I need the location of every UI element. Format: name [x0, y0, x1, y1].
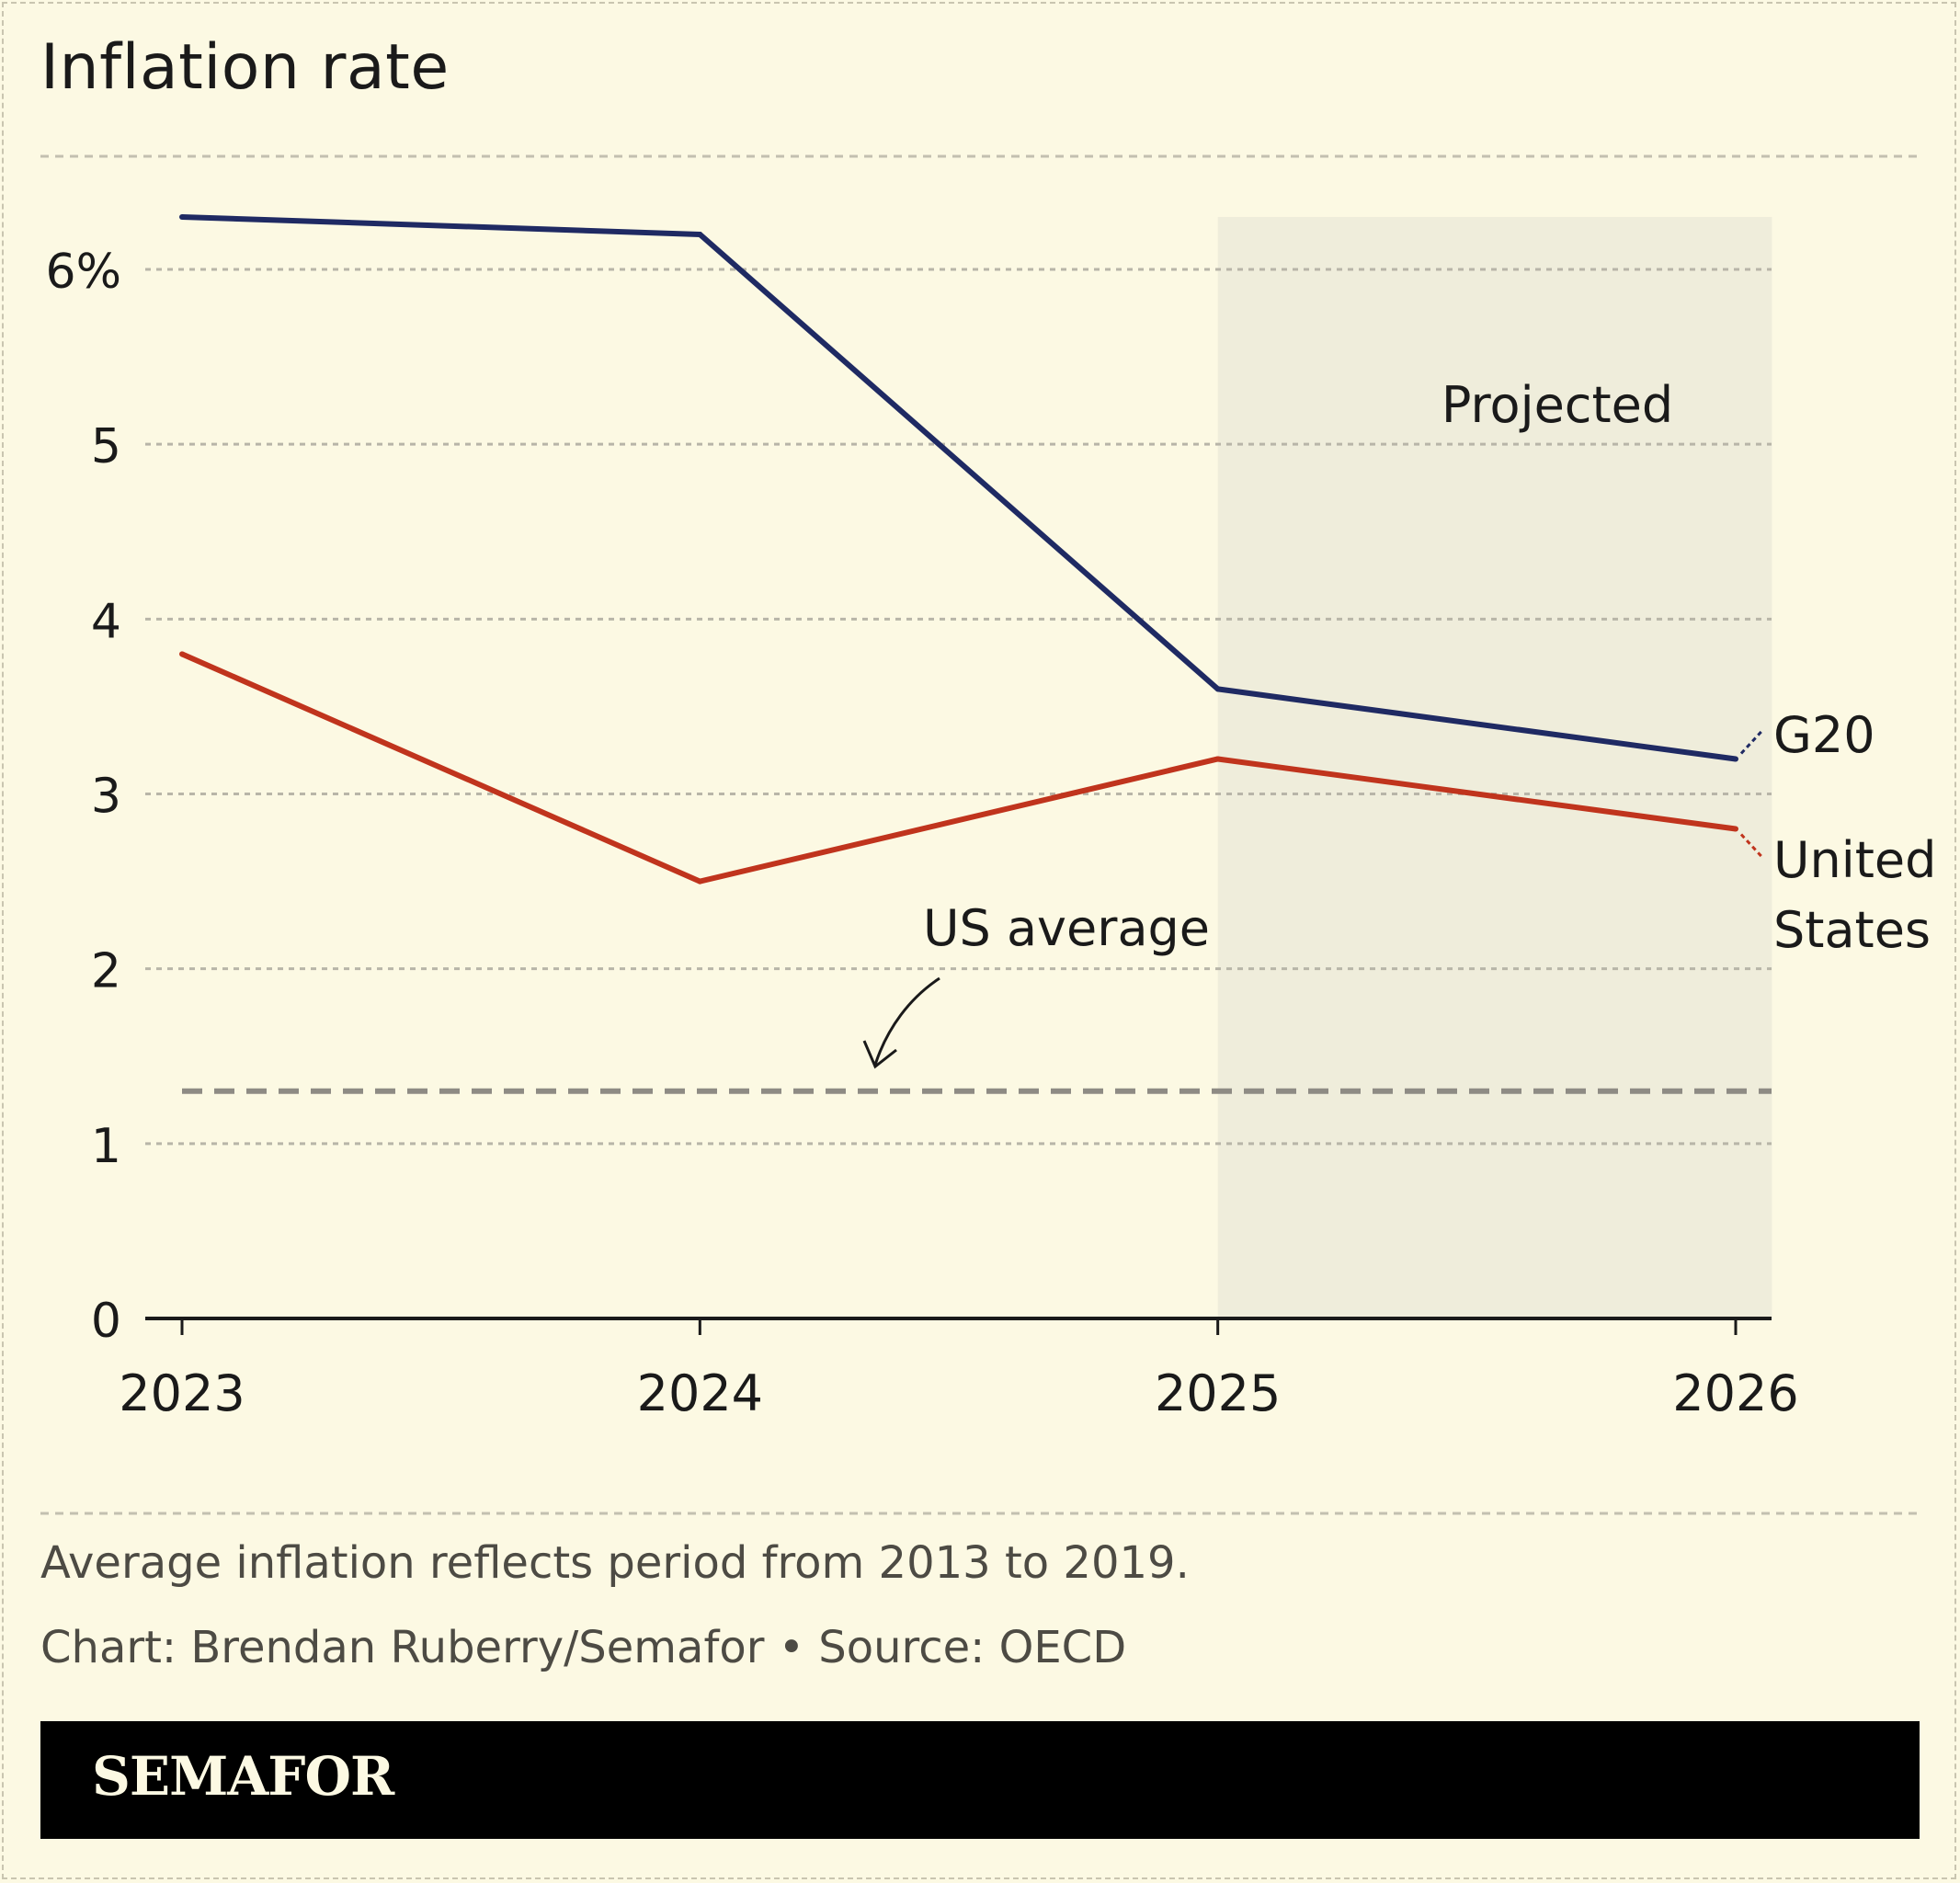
data-point	[1733, 756, 1738, 762]
data-point	[179, 213, 185, 220]
y-tick-label: 4	[91, 594, 121, 649]
source-credit: Chart: Brendan Ruberry/Semafor • Source:…	[40, 1622, 1127, 1673]
g20-leader-line	[1739, 728, 1765, 755]
series-line-g20	[181, 213, 1737, 762]
us-average-arrow	[873, 976, 940, 1066]
y-tick-label: 3	[91, 770, 121, 825]
y-tick-label: 5	[91, 419, 121, 474]
projected-region	[1217, 216, 1772, 1319]
data-point	[179, 651, 185, 657]
data-point	[1214, 686, 1221, 692]
y-tick-label: 1	[91, 1119, 121, 1174]
brand-logo: SEMAFOR	[92, 1745, 394, 1808]
x-tick-label: 2023	[119, 1364, 245, 1422]
us-average-arrowhead	[862, 1040, 897, 1069]
united-states-label-line: United	[1773, 831, 1936, 889]
us-average-label: US average	[923, 899, 1210, 957]
footnote: Average inflation reflects period from 2…	[40, 1537, 1190, 1589]
y-tick-label: 6%	[46, 245, 122, 300]
x-tick-label: 2026	[1672, 1364, 1798, 1422]
united-states-label: United States	[1773, 831, 1936, 959]
us-leader-line	[1739, 833, 1765, 860]
data-point	[697, 878, 703, 884]
series-line-united-states	[180, 651, 1737, 884]
data-point	[1214, 756, 1221, 762]
projected-label: Projected	[1442, 376, 1673, 434]
g20-label: G20	[1773, 706, 1875, 764]
x-tick-label: 2024	[637, 1364, 763, 1422]
data-point	[697, 231, 703, 237]
y-tick-label: 2	[91, 944, 121, 999]
brand-footer: SEMAFOR	[40, 1721, 1920, 1839]
data-point	[1733, 826, 1738, 832]
x-tick-label: 2025	[1155, 1364, 1281, 1422]
chart-title: Inflation rate	[40, 31, 450, 104]
united-states-label-line: States	[1773, 901, 1931, 959]
y-tick-label: 0	[91, 1294, 121, 1349]
